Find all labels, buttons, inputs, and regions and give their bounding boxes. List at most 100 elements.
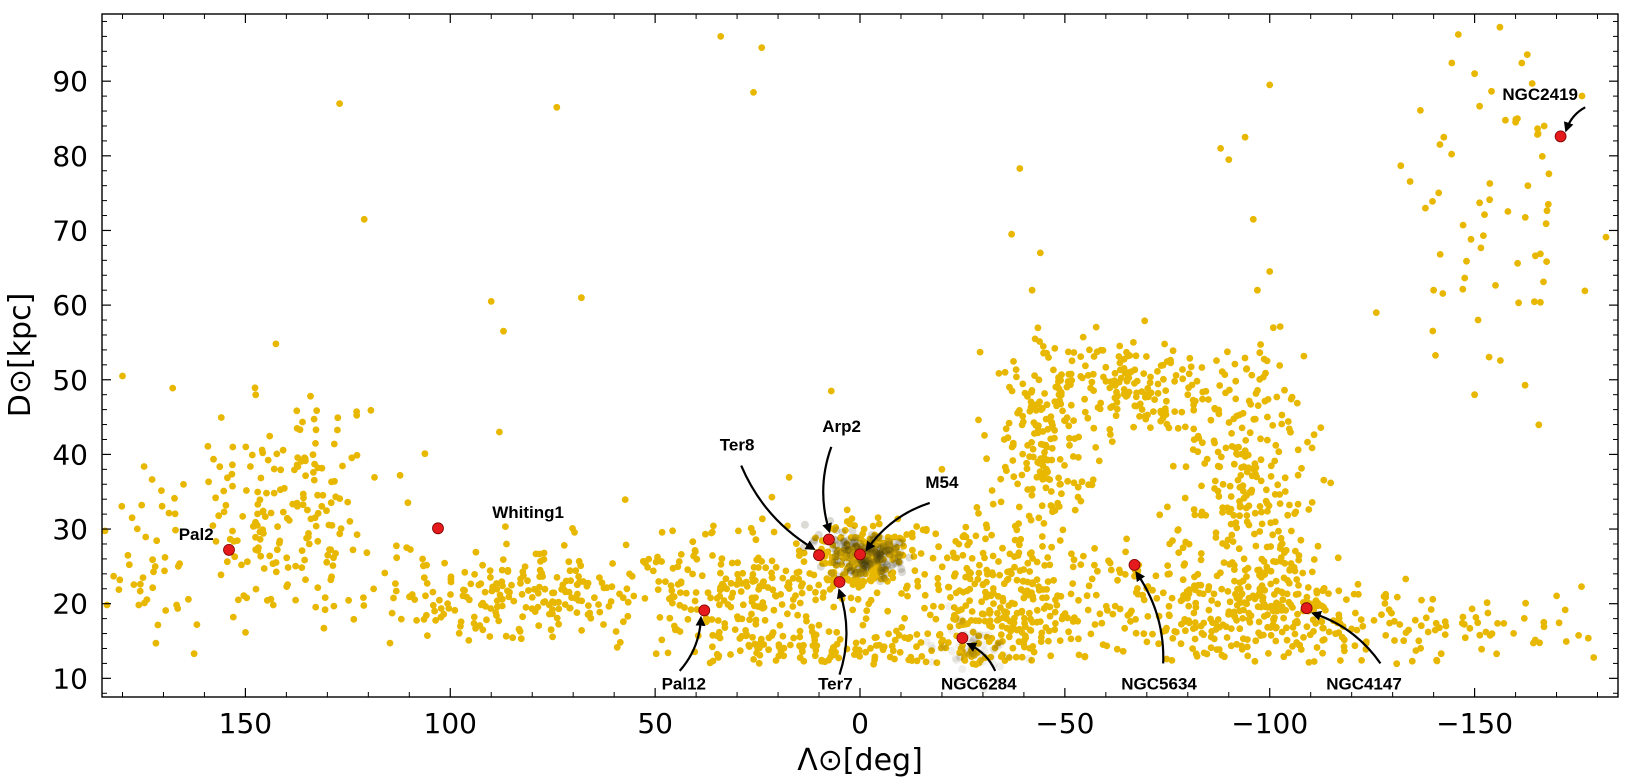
stream-point bbox=[1544, 200, 1552, 208]
stream-point bbox=[220, 508, 228, 516]
cluster-label-ter7: Ter7 bbox=[818, 675, 853, 694]
stream-point bbox=[1227, 493, 1235, 500]
stream-point bbox=[674, 580, 682, 588]
stream-point bbox=[928, 647, 935, 655]
stream-point bbox=[1067, 590, 1075, 598]
stream-point bbox=[397, 615, 405, 623]
stream-point bbox=[1065, 422, 1073, 430]
stream-point bbox=[946, 623, 954, 631]
stream-point bbox=[1240, 463, 1248, 471]
stream-point bbox=[1163, 397, 1170, 405]
stream-point bbox=[1167, 359, 1175, 367]
stream-point bbox=[1164, 503, 1171, 511]
stream-point bbox=[1234, 585, 1241, 593]
stream-point bbox=[815, 621, 823, 629]
stream-point bbox=[1350, 590, 1358, 598]
stream-point bbox=[1039, 543, 1046, 550]
stream-point bbox=[839, 554, 847, 562]
stream-point bbox=[1435, 189, 1443, 197]
stream-point bbox=[917, 550, 925, 557]
core-density-point bbox=[878, 547, 887, 556]
stream-point bbox=[749, 633, 756, 641]
stream-point bbox=[1059, 613, 1067, 621]
stream-point bbox=[353, 451, 361, 459]
stream-point bbox=[855, 647, 863, 655]
stream-point bbox=[1436, 141, 1444, 148]
cluster-label-ngc4147: NGC4147 bbox=[1326, 675, 1402, 694]
stream-point bbox=[819, 594, 827, 601]
stream-point bbox=[739, 601, 747, 609]
cluster-arrow-ter8 bbox=[740, 465, 816, 550]
stream-point bbox=[518, 590, 526, 598]
core-density-point bbox=[861, 566, 869, 574]
stream-point bbox=[620, 618, 627, 626]
stream-point bbox=[728, 594, 735, 601]
stream-point bbox=[1217, 453, 1225, 461]
stream-point bbox=[1047, 652, 1055, 660]
stream-point bbox=[945, 639, 952, 646]
x-tick-label: 0 bbox=[851, 707, 869, 740]
stream-point bbox=[1266, 81, 1274, 89]
stream-point bbox=[1534, 130, 1542, 138]
stream-point bbox=[1213, 646, 1221, 653]
stream-point bbox=[859, 621, 867, 629]
stream-point bbox=[1055, 474, 1062, 482]
stream-point bbox=[1061, 462, 1068, 469]
stream-point bbox=[910, 553, 918, 560]
core-density-point bbox=[833, 556, 841, 565]
stream-point bbox=[749, 571, 757, 578]
stream-point bbox=[994, 609, 1001, 617]
stream-point bbox=[549, 633, 556, 641]
stream-point bbox=[1044, 468, 1051, 476]
stream-point bbox=[721, 624, 729, 631]
stream-point bbox=[1021, 643, 1028, 651]
core-density-point bbox=[852, 569, 861, 577]
stream-point bbox=[1522, 599, 1529, 607]
stream-point bbox=[826, 586, 834, 593]
stream-point bbox=[823, 575, 831, 582]
stream-point bbox=[1241, 133, 1249, 141]
stream-point bbox=[229, 461, 236, 469]
stream-point bbox=[1459, 285, 1467, 293]
stream-point bbox=[1309, 616, 1317, 624]
core-density-point bbox=[848, 543, 857, 552]
stream-point bbox=[1134, 590, 1142, 598]
stream-point bbox=[658, 558, 665, 565]
cluster-arrow-ngc6284 bbox=[966, 642, 997, 672]
stream-point bbox=[884, 607, 892, 615]
stream-point bbox=[328, 478, 335, 486]
stream-point bbox=[1132, 629, 1140, 637]
stream-point bbox=[1046, 603, 1054, 611]
stream-point bbox=[986, 591, 994, 599]
stream-point bbox=[1381, 600, 1389, 607]
stream-point bbox=[1238, 590, 1246, 598]
stream-point bbox=[769, 629, 777, 636]
core-density-point bbox=[863, 550, 872, 559]
stream-point bbox=[1488, 87, 1495, 95]
stream-point bbox=[616, 590, 623, 598]
stream-point bbox=[667, 582, 675, 589]
stream-point bbox=[1256, 528, 1264, 535]
stream-point bbox=[1037, 638, 1045, 645]
stream-point bbox=[475, 581, 483, 589]
stream-point bbox=[1485, 353, 1493, 361]
stream-point bbox=[1174, 526, 1182, 533]
stream-point bbox=[1056, 456, 1064, 463]
stream-point bbox=[775, 652, 783, 660]
stream-point bbox=[1459, 221, 1467, 229]
stream-point bbox=[321, 594, 329, 601]
stream-point bbox=[790, 634, 797, 642]
stream-point bbox=[1281, 386, 1288, 394]
stream-point bbox=[607, 598, 615, 605]
stream-point bbox=[1177, 640, 1185, 648]
stream-point bbox=[1193, 377, 1201, 385]
stream-point bbox=[1488, 630, 1496, 638]
stream-point bbox=[1276, 491, 1283, 498]
stream-point bbox=[1257, 603, 1265, 611]
stream-point bbox=[1391, 617, 1398, 625]
stream-point bbox=[1244, 583, 1252, 591]
stream-point bbox=[1340, 643, 1348, 651]
stream-point bbox=[973, 504, 981, 511]
core-density-point bbox=[884, 540, 893, 549]
core-density-point bbox=[872, 556, 881, 565]
